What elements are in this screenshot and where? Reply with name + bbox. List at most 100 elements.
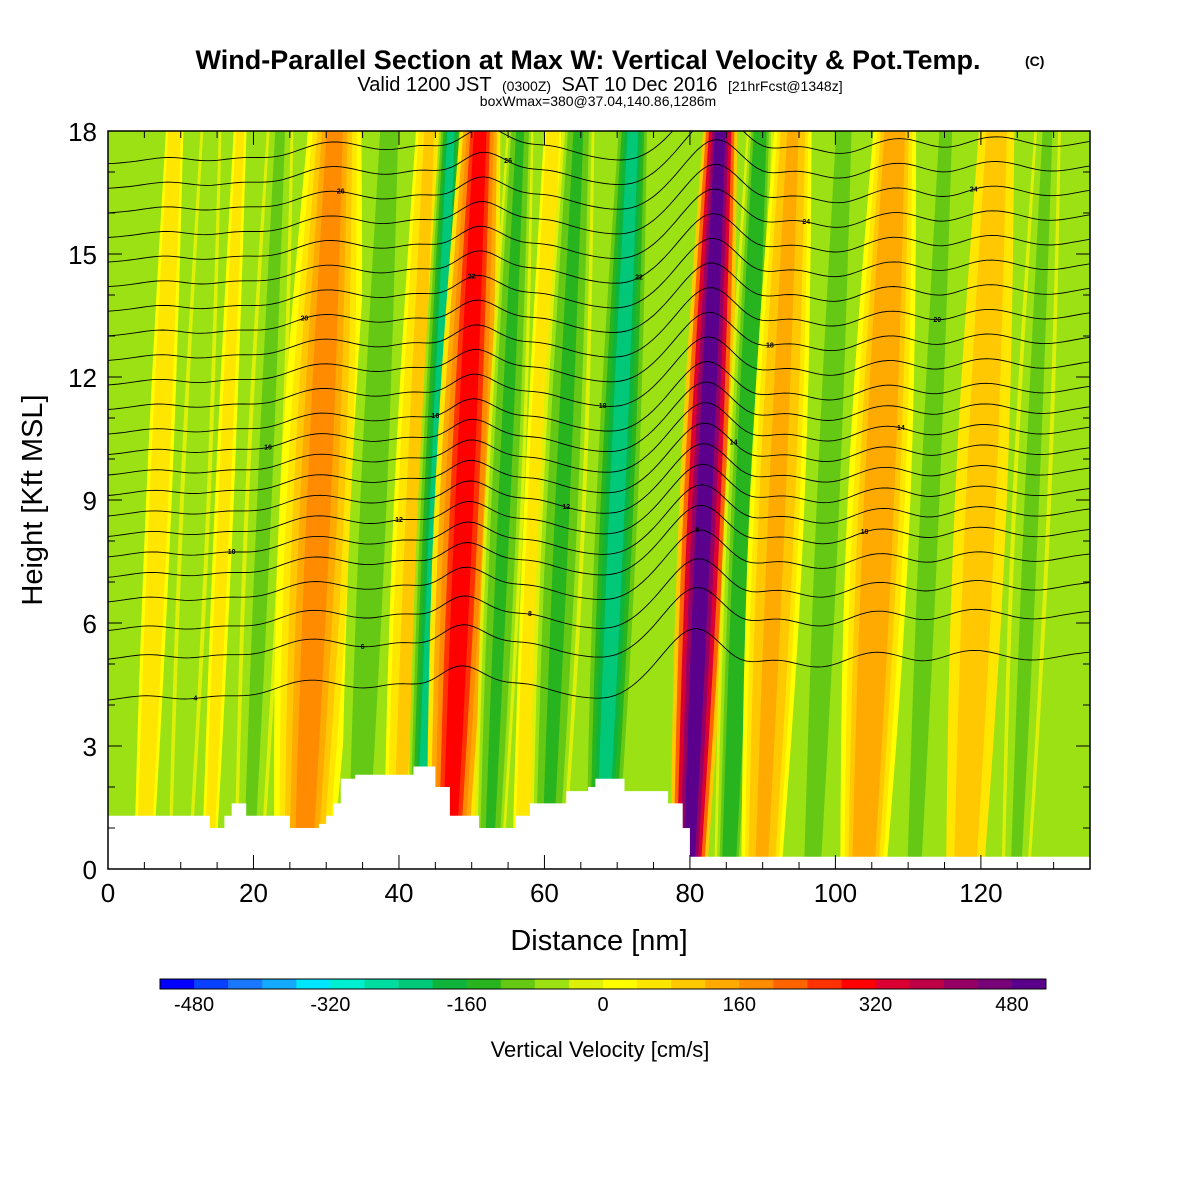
colorbar-tick-label: 320 (859, 994, 892, 1016)
subtitle-date: SAT 10 Dec 2016 (562, 74, 718, 96)
theta-contour-5 (108, 484, 1090, 558)
colorbar-swatch-5 (330, 979, 365, 989)
theta-contour-12 (108, 336, 1090, 410)
w-band-6-level-4 (392, 131, 435, 869)
chart-title-mark: (C) (1025, 53, 1044, 69)
w-band-8-level-4 (442, 131, 487, 869)
potential-temperature-contours: 4 6 8 8 10 10 12 12 14 14 16 16 18 18 20 20 22 22 24 24 26 26… (108, 131, 1090, 702)
x-tick-label: 20 (239, 878, 268, 908)
subtitle-valid: Valid 1200 JST (357, 74, 491, 96)
colorbar-swatch-11 (534, 979, 570, 989)
theta-contour-label-19: 24 (970, 186, 978, 193)
y-tick-label: 15 (68, 240, 97, 270)
theta-contour-8 (108, 422, 1090, 496)
chart-subtitle: Valid 1200 JST (0300Z) SAT 10 Dec 2016 [… (357, 74, 842, 96)
y-axis: 0 3 6 9 12 15 18 (68, 117, 1090, 885)
colorbar-frame (159, 978, 1047, 990)
theta-contour-4 (108, 504, 1090, 578)
w-band-19-level-4 (958, 131, 1004, 869)
theta-contour-15 (108, 262, 1090, 337)
w-band-3-level-4 (243, 131, 285, 869)
x-tick-label: 100 (814, 878, 857, 908)
colorbar-swatch-3 (262, 979, 297, 989)
theta-contour-label-0: 4 (193, 695, 197, 702)
subtitle-forecast: [21hrFcst@1348z] (728, 78, 843, 94)
y-axis-label: Height [Kft MSL] (17, 394, 49, 605)
theta-contour-label-7: 12 (562, 504, 570, 511)
colorbar-swatch-21 (875, 979, 911, 989)
w-band-0-level-4 (138, 131, 179, 869)
x-axis-label: Distance [nm] (510, 925, 687, 957)
theta-contour-label-3: 8 (695, 527, 699, 534)
theta-contour-label-8: 14 (730, 439, 738, 446)
theta-contour-19 (108, 163, 1090, 238)
chart-subtitle-box: boxWmax=380@37.04,140.86,1286m (480, 93, 716, 109)
colorbar-swatch-22 (909, 979, 945, 989)
subtitle-utc: (0300Z) (502, 78, 551, 94)
colorbar-swatch-23 (943, 979, 979, 989)
colorbar-swatch-24 (977, 979, 1013, 989)
theta-contour-label-21: 26 (504, 158, 512, 165)
x-tick-label: 40 (385, 878, 414, 908)
colorbar-ticks: -480 -320 -160 0 160 320 480 (174, 994, 1029, 1016)
colorbar-swatch-14 (637, 979, 672, 989)
w-band-15-level-4 (755, 131, 799, 869)
theta-contour-label-11: 16 (431, 413, 439, 420)
theta-contour-label-13: 18 (766, 342, 774, 349)
theta-contour-11 (108, 361, 1090, 435)
x-tick-label: 80 (675, 878, 704, 908)
x-tick-label: 0 (101, 878, 115, 908)
theta-contour-label-16: 22 (468, 274, 476, 281)
colorbar-swatch-8 (432, 979, 468, 989)
colorbar-swatch-10 (500, 979, 536, 989)
theta-contour-1 (108, 587, 1090, 660)
theta-contour-9 (108, 402, 1090, 476)
colorbar-tick-label: -320 (310, 994, 350, 1016)
theta-contour-label-20: 26 (337, 189, 345, 196)
vertical-velocity-field (133, 131, 1061, 869)
theta-contour-label-2: 8 (528, 611, 532, 618)
w-band-20-level-4 (1010, 131, 1053, 869)
plot-area: 4 6 8 8 10 10 12 12 14 14 16 16 18 18 20 20 22 22 24 24 26 26… (108, 131, 1090, 869)
colorbar-swatch-15 (671, 979, 706, 989)
w-band-10-level-4 (517, 131, 557, 869)
y-tick-label: 0 (83, 855, 97, 885)
theta-contour-label-12: 18 (599, 403, 607, 410)
x-axis: 0 20 40 60 80 100 120 (101, 131, 1055, 908)
theta-contour-13 (108, 311, 1090, 386)
w-band-13-level-4 (683, 131, 726, 869)
colorbar-swatch-18 (773, 979, 808, 989)
theta-contour-label-1: 6 (361, 644, 365, 651)
y-tick-label: 12 (68, 363, 97, 393)
w-band-11-level-4 (541, 131, 584, 869)
colorbar-swatch-16 (705, 979, 740, 989)
w-band-9-level-4 (484, 131, 525, 869)
theta-contour-label-15: 20 (301, 315, 309, 322)
w-band-17-level-4 (856, 131, 902, 869)
x-tick-label: 120 (959, 878, 1002, 908)
colorbar-tick-label: -160 (447, 994, 487, 1016)
colorbar-tick-label: 0 (597, 994, 608, 1016)
w-band-5-level-4 (351, 131, 395, 869)
theta-contour-18 (108, 188, 1090, 263)
colorbar-swatch-1 (194, 979, 229, 989)
theta-contour-10 (108, 381, 1090, 456)
colorbar-tick-label: 160 (723, 994, 756, 1016)
colorbar-label: Vertical Velocity [cm/s] (491, 1037, 710, 1062)
theta-contour-label-9: 14 (897, 425, 905, 432)
theta-contour-label-10: 16 (264, 444, 272, 451)
theta-contour-label-4: 10 (861, 529, 869, 536)
theta-contour-20 (108, 139, 1090, 214)
w-band-12-level-4 (595, 131, 639, 869)
colorbar-tick-label: 480 (995, 994, 1028, 1016)
theta-contour-14 (108, 287, 1090, 361)
terrain-fill (108, 766, 1090, 869)
colorbar-swatch-25 (1011, 979, 1047, 989)
theta-contour-label-6: 12 (395, 517, 403, 524)
theta-contour-label-5: 10 (228, 549, 236, 556)
theta-contour-6 (108, 463, 1090, 537)
colorbar-tick-label: -480 (174, 994, 214, 1016)
theta-contour-16 (108, 237, 1090, 312)
theta-contour-3 (108, 529, 1090, 603)
